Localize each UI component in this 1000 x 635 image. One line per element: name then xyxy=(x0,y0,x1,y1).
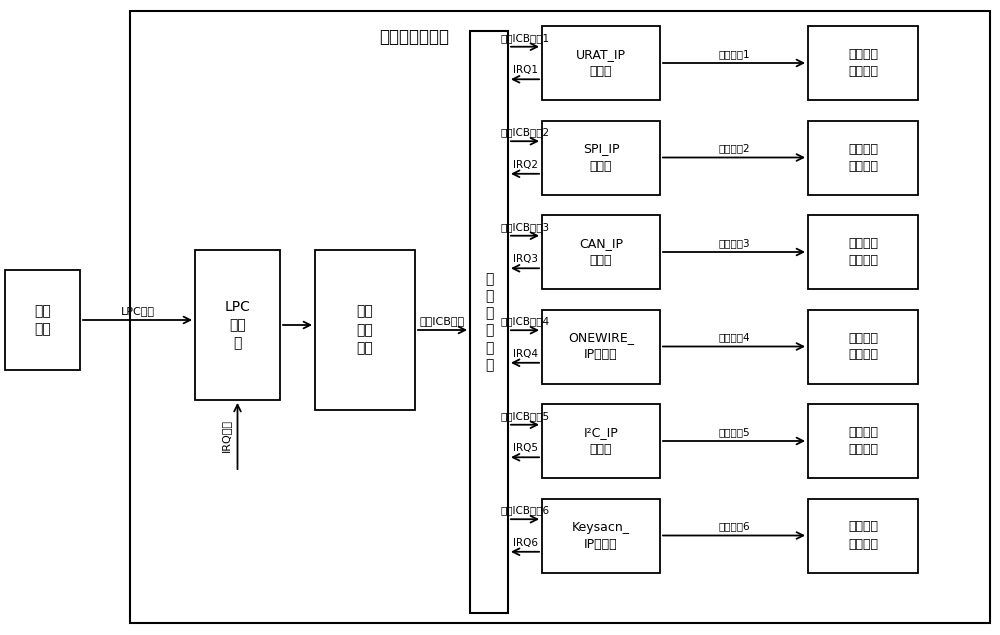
Text: ONEWIRE_
IP核模块: ONEWIRE_ IP核模块 xyxy=(568,331,634,361)
Text: 第二ICB总线4: 第二ICB总线4 xyxy=(500,316,550,326)
Text: IRQ1: IRQ1 xyxy=(512,65,538,76)
Bar xyxy=(470,31,508,613)
Text: 第一ICB总线: 第一ICB总线 xyxy=(420,316,465,326)
Text: 标准总线2: 标准总线2 xyxy=(718,144,750,154)
Text: I²C_IP
核模块: I²C_IP 核模块 xyxy=(584,426,618,456)
Text: LPC
从模
块: LPC 从模 块 xyxy=(225,300,250,351)
Text: 第二ICB总线1: 第二ICB总线1 xyxy=(500,33,550,43)
Text: 第二ICB总线6: 第二ICB总线6 xyxy=(500,505,550,515)
Text: 标准总线5: 标准总线5 xyxy=(718,427,750,437)
Bar xyxy=(542,215,660,289)
Bar xyxy=(808,498,918,573)
Text: IRQ4: IRQ4 xyxy=(512,349,538,359)
Text: IRQ6: IRQ6 xyxy=(512,538,538,548)
Text: IRQ2: IRQ2 xyxy=(512,160,538,170)
Text: CAN_IP
核模块: CAN_IP 核模块 xyxy=(579,237,623,267)
Text: 标准总线6: 标准总线6 xyxy=(718,521,750,531)
Bar xyxy=(5,270,80,370)
Text: URAT_IP
核模块: URAT_IP 核模块 xyxy=(576,48,626,78)
Text: 第六类型
外部设备: 第六类型 外部设备 xyxy=(848,521,878,551)
Bar xyxy=(808,309,918,384)
Bar xyxy=(130,11,990,623)
Text: 标准总线4: 标准总线4 xyxy=(718,333,750,342)
Text: 可编程逻辑器件: 可编程逻辑器件 xyxy=(379,28,449,46)
Bar xyxy=(315,250,415,410)
Text: 第二类型
外部设备: 第二类型 外部设备 xyxy=(848,142,878,173)
Bar xyxy=(542,121,660,194)
Text: 匹配
转换
模块: 匹配 转换 模块 xyxy=(357,305,373,356)
Text: IRQ总线: IRQ总线 xyxy=(220,420,230,453)
Text: LPC总线: LPC总线 xyxy=(120,306,154,316)
Text: 标准总线3: 标准总线3 xyxy=(718,238,750,248)
Bar xyxy=(542,309,660,384)
Text: 第一类型
外部设备: 第一类型 外部设备 xyxy=(848,48,878,78)
Text: 地
址
分
配
模
块: 地 址 分 配 模 块 xyxy=(485,272,493,372)
Bar xyxy=(808,121,918,194)
Text: IRQ5: IRQ5 xyxy=(512,443,538,453)
Text: 第二ICB总线2: 第二ICB总线2 xyxy=(500,127,550,137)
Text: 标准总线1: 标准总线1 xyxy=(718,49,750,59)
Text: Keysacn_
IP核模块: Keysacn_ IP核模块 xyxy=(572,521,630,551)
Text: 第五类型
外部设备: 第五类型 外部设备 xyxy=(848,426,878,456)
Text: 飞腾
芯片: 飞腾 芯片 xyxy=(34,304,51,336)
Bar xyxy=(808,26,918,100)
Text: 第四类型
外部设备: 第四类型 外部设备 xyxy=(848,331,878,361)
Bar xyxy=(542,26,660,100)
Bar xyxy=(808,215,918,289)
Text: 第三类型
外部设备: 第三类型 外部设备 xyxy=(848,237,878,267)
Bar xyxy=(808,404,918,478)
Bar xyxy=(542,404,660,478)
Bar xyxy=(542,498,660,573)
Text: 第二ICB总线3: 第二ICB总线3 xyxy=(500,222,550,232)
Text: 第二ICB总线5: 第二ICB总线5 xyxy=(500,411,550,421)
Text: SPI_IP
核模块: SPI_IP 核模块 xyxy=(583,142,619,173)
Bar xyxy=(195,250,280,400)
Text: IRQ3: IRQ3 xyxy=(512,254,538,264)
